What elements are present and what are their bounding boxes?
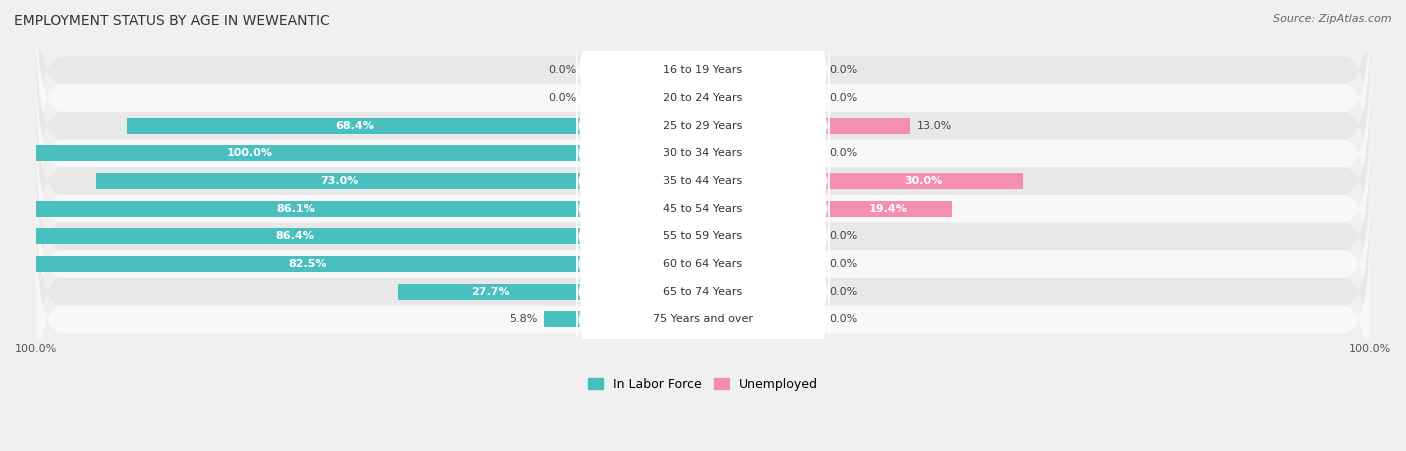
Text: 0.0%: 0.0%: [830, 287, 858, 297]
FancyBboxPatch shape: [37, 1, 1369, 195]
Text: 0.0%: 0.0%: [830, 259, 858, 269]
Text: EMPLOYMENT STATUS BY AGE IN WEWEANTIC: EMPLOYMENT STATUS BY AGE IN WEWEANTIC: [14, 14, 330, 28]
FancyBboxPatch shape: [576, 272, 830, 367]
Bar: [8, 201, 583, 217]
FancyBboxPatch shape: [37, 57, 1369, 250]
Text: 0.0%: 0.0%: [830, 148, 858, 158]
Text: 82.5%: 82.5%: [288, 259, 328, 269]
Text: 0.0%: 0.0%: [830, 93, 858, 103]
Text: 0.0%: 0.0%: [830, 65, 858, 75]
Text: Source: ZipAtlas.com: Source: ZipAtlas.com: [1274, 14, 1392, 23]
Bar: [96, 173, 583, 189]
Bar: [823, 118, 910, 134]
Text: 13.0%: 13.0%: [917, 121, 952, 131]
Bar: [0, 145, 583, 161]
FancyBboxPatch shape: [37, 0, 1369, 167]
FancyBboxPatch shape: [576, 51, 830, 145]
FancyBboxPatch shape: [576, 78, 830, 173]
FancyBboxPatch shape: [576, 134, 830, 228]
FancyBboxPatch shape: [576, 217, 830, 311]
Bar: [398, 284, 583, 300]
Bar: [127, 118, 583, 134]
Text: 60 to 64 Years: 60 to 64 Years: [664, 259, 742, 269]
Text: 65 to 74 Years: 65 to 74 Years: [664, 287, 742, 297]
Text: 27.7%: 27.7%: [471, 287, 510, 297]
Text: 0.0%: 0.0%: [830, 231, 858, 241]
Text: 16 to 19 Years: 16 to 19 Years: [664, 65, 742, 75]
Text: 0.0%: 0.0%: [548, 93, 576, 103]
Text: 0.0%: 0.0%: [548, 65, 576, 75]
Text: 5.8%: 5.8%: [509, 314, 537, 324]
Bar: [544, 311, 583, 327]
Text: 55 to 59 Years: 55 to 59 Years: [664, 231, 742, 241]
Text: 35 to 44 Years: 35 to 44 Years: [664, 176, 742, 186]
FancyBboxPatch shape: [576, 244, 830, 339]
Bar: [7, 228, 583, 244]
FancyBboxPatch shape: [576, 161, 830, 256]
FancyBboxPatch shape: [37, 140, 1369, 333]
Text: 19.4%: 19.4%: [869, 204, 907, 214]
FancyBboxPatch shape: [576, 189, 830, 284]
Text: 45 to 54 Years: 45 to 54 Years: [664, 204, 742, 214]
Text: 30 to 34 Years: 30 to 34 Years: [664, 148, 742, 158]
Text: 75 Years and over: 75 Years and over: [652, 314, 754, 324]
FancyBboxPatch shape: [37, 223, 1369, 416]
FancyBboxPatch shape: [37, 167, 1369, 361]
Text: 73.0%: 73.0%: [321, 176, 359, 186]
FancyBboxPatch shape: [576, 23, 830, 118]
Text: 86.4%: 86.4%: [276, 231, 315, 241]
FancyBboxPatch shape: [37, 195, 1369, 389]
Text: 86.1%: 86.1%: [277, 204, 315, 214]
Text: 30.0%: 30.0%: [904, 176, 942, 186]
Text: 100.0%: 100.0%: [226, 148, 273, 158]
Text: 25 to 29 Years: 25 to 29 Years: [664, 121, 742, 131]
Text: 20 to 24 Years: 20 to 24 Years: [664, 93, 742, 103]
Text: 0.0%: 0.0%: [830, 314, 858, 324]
Bar: [823, 201, 952, 217]
FancyBboxPatch shape: [576, 106, 830, 201]
Legend: In Labor Force, Unemployed: In Labor Force, Unemployed: [583, 373, 823, 396]
Bar: [823, 173, 1024, 189]
FancyBboxPatch shape: [37, 84, 1369, 278]
FancyBboxPatch shape: [37, 112, 1369, 306]
FancyBboxPatch shape: [37, 29, 1369, 223]
Bar: [32, 256, 583, 272]
Text: 68.4%: 68.4%: [336, 121, 374, 131]
